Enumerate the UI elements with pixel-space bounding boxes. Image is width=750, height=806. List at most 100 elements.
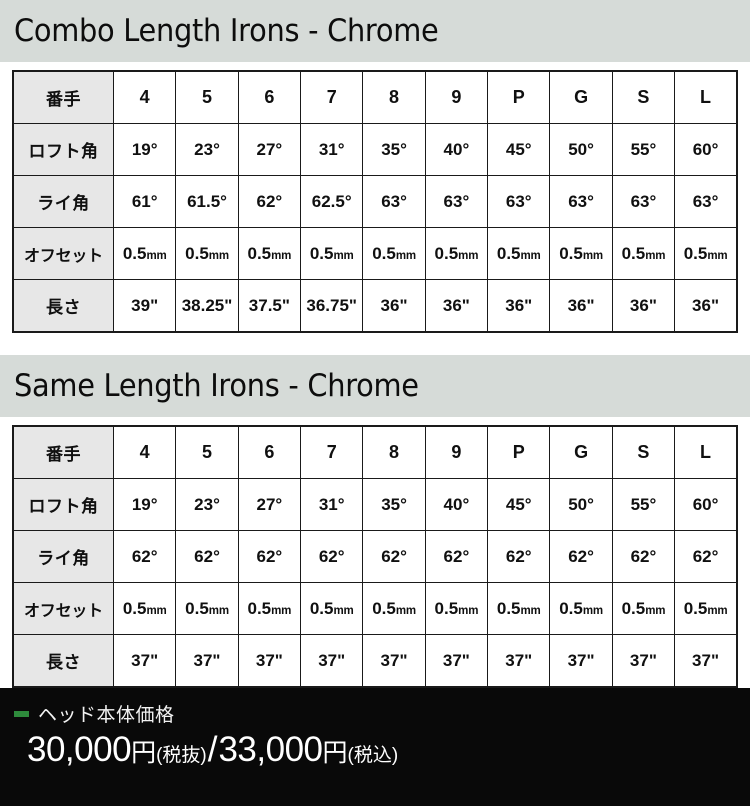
row-label-loft: ロフト角 bbox=[12, 123, 114, 176]
table-cell: 40° bbox=[424, 478, 489, 531]
section-title-bar: Combo Length Irons - Chrome bbox=[0, 0, 750, 62]
offset-value: 0.5 bbox=[683, 598, 708, 618]
offset-value: 0.5 bbox=[122, 598, 147, 618]
price-panel: ヘッド本体価格 30,000 円 (税抜) / 33,000 円 (税込) bbox=[0, 688, 750, 806]
table-cell: L bbox=[674, 70, 739, 124]
table-cell: 36" bbox=[549, 279, 613, 333]
table-cell: 0.5mm bbox=[674, 227, 739, 280]
table-cell: 23° bbox=[175, 478, 239, 531]
table-cell: 37" bbox=[300, 634, 364, 688]
table-cell: 36.75" bbox=[300, 279, 364, 333]
table-row-header: 番手 4 5 6 7 8 9 P G S L bbox=[12, 70, 739, 124]
table-cell: 36" bbox=[487, 279, 551, 333]
offset-value: 0.5 bbox=[559, 598, 583, 618]
table-cell: 62° bbox=[175, 530, 239, 583]
table-cell: 0.5mm bbox=[487, 582, 551, 635]
club-label: 7 bbox=[326, 87, 337, 107]
table-cell: 8 bbox=[362, 425, 426, 479]
table-cell: 50° bbox=[549, 478, 613, 531]
table-row-lie: ライ角 61° 61.5° 62° 62.5° 63° 63° 63° 63° … bbox=[12, 175, 739, 228]
offset-unit: mm bbox=[333, 604, 354, 617]
table-row-length: 長さ 39" 38.25" 37.5" 36.75" 36" 36" 36" 3… bbox=[12, 279, 739, 333]
table-cell: 0.5mm bbox=[175, 227, 239, 280]
table-cell: 37.5" bbox=[237, 279, 302, 333]
offset-unit: mm bbox=[707, 249, 728, 262]
offset-unit: mm bbox=[458, 604, 479, 617]
offset-unit: mm bbox=[645, 249, 666, 262]
table-row-offset: オフセット 0.5mm 0.5mm 0.5mm 0.5mm 0.5mm 0.5m… bbox=[12, 582, 739, 635]
offset-value: 0.5 bbox=[185, 243, 209, 263]
table-cell: 37" bbox=[674, 634, 739, 688]
table-cell: 63° bbox=[362, 175, 426, 228]
section-divider-gap bbox=[0, 333, 750, 355]
club-label: G bbox=[574, 442, 589, 462]
table-cell: 0.5mm bbox=[487, 227, 551, 280]
table-cell: 63° bbox=[674, 175, 739, 228]
table-row-length: 長さ 37" 37" 37" 37" 37" 37" 37" 37" 37" 3… bbox=[12, 634, 739, 688]
table-cell: 0.5mm bbox=[424, 227, 489, 280]
table-cell: 62° bbox=[362, 530, 426, 583]
table-cell: 36" bbox=[611, 279, 676, 333]
table-cell: 0.5mm bbox=[549, 227, 613, 280]
table-cell: 31° bbox=[300, 478, 364, 531]
table-cell: 36" bbox=[424, 279, 489, 333]
table-cell: 35° bbox=[362, 478, 426, 531]
offset-value: 0.5 bbox=[434, 598, 459, 618]
offset-value: 0.5 bbox=[185, 598, 209, 618]
price-separator: / bbox=[207, 730, 218, 769]
table-cell: 62° bbox=[487, 530, 551, 583]
offset-value: 0.5 bbox=[496, 598, 521, 618]
club-label: S bbox=[637, 442, 650, 462]
spec-section-same-length: Same Length Irons - Chrome 番手 4 5 6 7 8 … bbox=[0, 355, 750, 688]
offset-value: 0.5 bbox=[496, 243, 521, 263]
table-cell: 4 bbox=[112, 70, 177, 124]
offset-value: 0.5 bbox=[247, 243, 272, 263]
table-cell: 37" bbox=[549, 634, 613, 688]
offset-unit: mm bbox=[146, 249, 167, 262]
table-cell: 0.5mm bbox=[237, 582, 302, 635]
offset-unit: mm bbox=[520, 249, 541, 262]
club-label: 4 bbox=[139, 87, 150, 107]
table-cell: 45° bbox=[487, 478, 551, 531]
table-cell: 62° bbox=[300, 530, 364, 583]
table-cell: 62° bbox=[237, 530, 302, 583]
table-cell: 63° bbox=[549, 175, 613, 228]
dash-marker-icon bbox=[14, 710, 29, 717]
row-label-loft: ロフト角 bbox=[12, 478, 114, 531]
offset-unit: mm bbox=[333, 249, 354, 262]
price-label: ヘッド本体価格 bbox=[38, 705, 175, 726]
table-cell: 37" bbox=[362, 634, 426, 688]
offset-unit: mm bbox=[645, 604, 666, 617]
club-label: 9 bbox=[451, 87, 462, 107]
table-cell: S bbox=[611, 70, 676, 124]
offset-value: 0.5 bbox=[309, 598, 334, 618]
tax-included-note: (税込) bbox=[347, 745, 399, 766]
club-label: S bbox=[637, 87, 650, 107]
table-cell: 36" bbox=[362, 279, 426, 333]
offset-unit: mm bbox=[395, 604, 416, 617]
table-cell: 0.5mm bbox=[611, 227, 676, 280]
spec-section-combo-length: Combo Length Irons - Chrome 番手 4 5 6 7 8… bbox=[0, 0, 750, 333]
table-row-loft: ロフト角 19° 23° 27° 31° 35° 40° 45° 50° 55°… bbox=[12, 123, 739, 176]
club-label: L bbox=[700, 442, 712, 462]
table-cell: 5 bbox=[175, 425, 239, 479]
offset-unit: mm bbox=[582, 249, 603, 262]
offset-unit: mm bbox=[458, 249, 479, 262]
price-amount-excl-tax: 30,000 bbox=[27, 730, 132, 769]
offset-value: 0.5 bbox=[309, 243, 334, 263]
table-cell: 37" bbox=[487, 634, 551, 688]
tax-excluded-note: (税抜) bbox=[156, 745, 207, 766]
club-label: 7 bbox=[326, 442, 337, 462]
table-cell: 37" bbox=[237, 634, 302, 688]
club-label: 5 bbox=[202, 87, 213, 107]
table-cell: 0.5mm bbox=[674, 582, 739, 635]
spec-table-wrapper: 番手 4 5 6 7 8 9 P G S L ロフト角 19° bbox=[0, 62, 750, 333]
table-cell: 8 bbox=[362, 70, 426, 124]
table-cell: 63° bbox=[611, 175, 676, 228]
spec-table-wrapper: 番手 4 5 6 7 8 9 P G S L ロフト角 19° bbox=[0, 417, 750, 688]
table-cell: 38.25" bbox=[175, 279, 239, 333]
table-cell: 4 bbox=[112, 425, 177, 479]
table-cell: 5 bbox=[175, 70, 239, 124]
row-label-lie: ライ角 bbox=[12, 530, 114, 583]
offset-unit: mm bbox=[271, 249, 292, 262]
